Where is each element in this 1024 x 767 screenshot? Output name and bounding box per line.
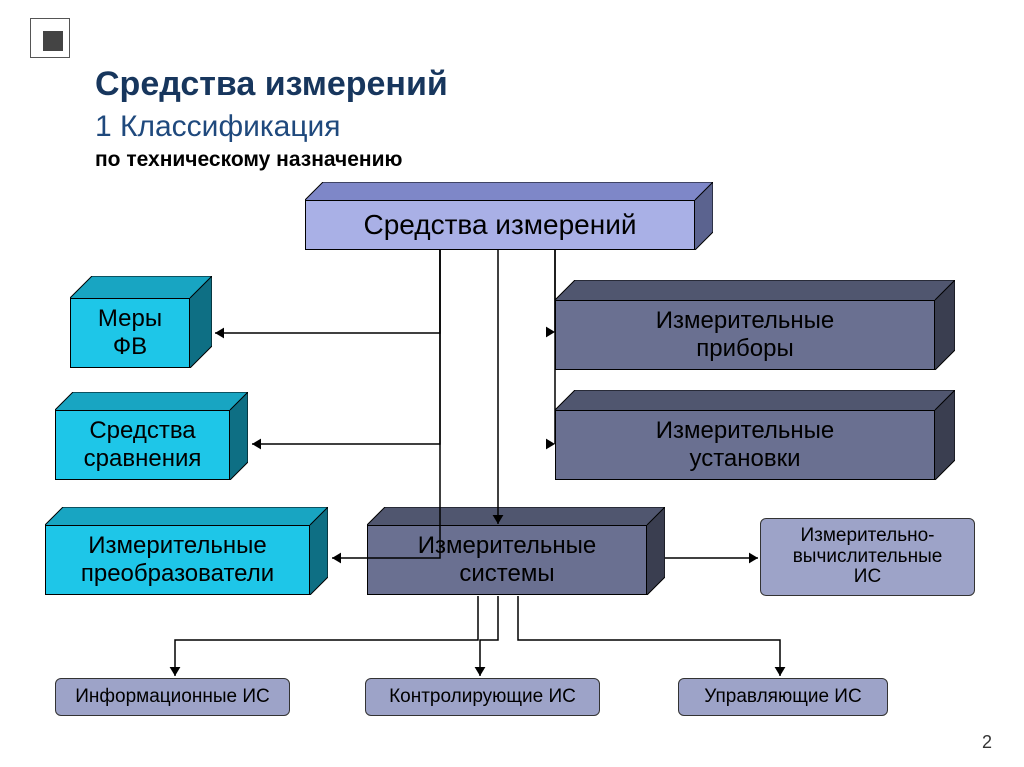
arrow-root-to-mery — [215, 250, 440, 333]
arrowhead-sistemy-to-kontrol — [475, 667, 486, 676]
arrowhead-root-to-pribory — [546, 327, 555, 338]
arrow-sistemy-to-uprav — [518, 596, 780, 676]
page-number: 2 — [982, 732, 992, 753]
arrowhead-root-to-sistemy — [493, 515, 504, 524]
arrow-sistemy-to-kontrol — [480, 596, 498, 676]
arrowhead-sistemy-to-ivis — [749, 553, 758, 564]
arrow-sistemy-to-info — [175, 596, 478, 676]
arrow-root-to-srav — [252, 250, 440, 444]
arrowhead-root-to-ustanovki — [546, 439, 555, 450]
arrowhead-root-to-mery — [215, 328, 224, 339]
arrow-root-to-preobr — [332, 250, 440, 558]
arrowhead-sistemy-to-info — [170, 667, 181, 676]
arrowhead-root-to-srav — [252, 439, 261, 450]
arrowhead-sistemy-to-uprav — [775, 667, 786, 676]
diagram-arrows — [0, 0, 1024, 767]
arrowhead-root-to-preobr — [332, 553, 341, 564]
